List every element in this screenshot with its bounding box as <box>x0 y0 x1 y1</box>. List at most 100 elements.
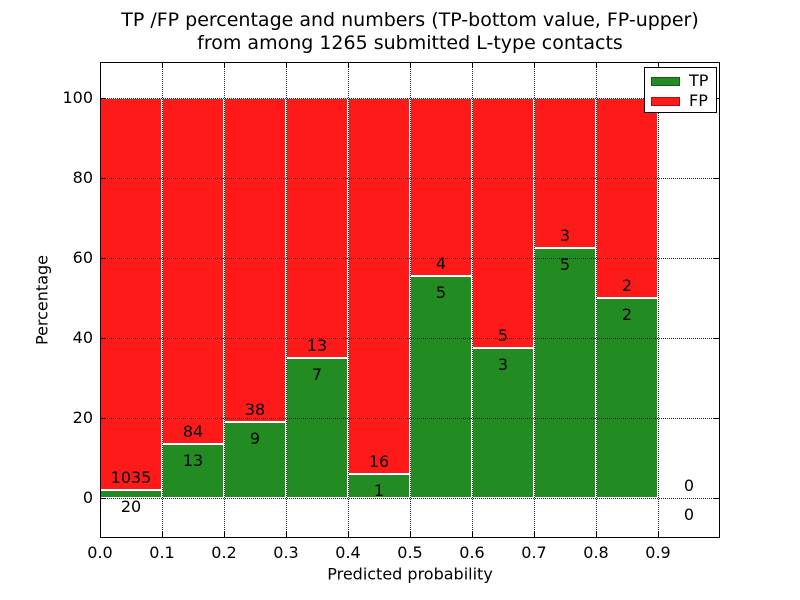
x-tick-label: 0.1 <box>149 543 175 562</box>
legend-label-fp: FP <box>689 91 708 110</box>
y-tick-label: 0 <box>82 488 93 507</box>
x-gridline <box>410 62 411 538</box>
bar-segment-fp <box>100 98 162 491</box>
bar-segment-fp <box>534 98 596 248</box>
x-gridline <box>286 62 287 538</box>
x-tick-label: 0.6 <box>459 543 485 562</box>
tp-count-label: 2 <box>621 305 633 324</box>
x-tick-top <box>348 62 350 68</box>
x-tick-label: 0.4 <box>335 543 361 562</box>
y-tick-right <box>714 98 720 100</box>
x-tick-label: 0.0 <box>87 543 113 562</box>
x-tick-bottom <box>534 532 536 538</box>
x-tick-top <box>162 62 164 68</box>
x-tick-bottom <box>410 532 412 538</box>
y-tick-right <box>714 418 720 420</box>
fp-count-label: 16 <box>368 452 390 472</box>
x-tick-top <box>286 62 288 68</box>
bar-segment-tp <box>596 298 658 498</box>
y-tick-label: 60 <box>72 248 93 267</box>
tp-count-label: 9 <box>249 428 261 448</box>
x-gridline <box>534 62 535 538</box>
fp-count-label: 38 <box>244 399 266 419</box>
x-tick-label: 0.7 <box>521 543 547 562</box>
fp-count-label: 13 <box>306 336 328 355</box>
chart-title-line-1: TP /FP percentage and numbers (TP-bottom… <box>121 9 699 31</box>
x-gridline <box>224 62 225 538</box>
tp-count-label: 3 <box>497 355 509 374</box>
y-tick-label: 100 <box>62 88 93 107</box>
fp-count-label: 0 <box>683 476 695 495</box>
x-gridline <box>596 62 597 538</box>
bar-segment-fp <box>162 98 224 445</box>
fp-count-label: 4 <box>435 253 447 273</box>
x-tick-label: 0.5 <box>397 543 423 562</box>
y-tick-right <box>714 258 720 260</box>
bar-segment-tp <box>286 358 348 498</box>
legend-label-tp: TP <box>689 71 709 90</box>
y-tick-left <box>100 258 106 260</box>
x-tick-bottom <box>596 532 598 538</box>
x-tick-bottom <box>162 532 164 538</box>
tp-count-label: 5 <box>435 282 447 302</box>
tp-count-label: 7 <box>311 365 323 384</box>
legend-swatch-fp <box>651 96 680 106</box>
bar-segment-fp <box>410 98 472 276</box>
x-gridline <box>472 62 473 538</box>
bar-segment-tp <box>224 421 286 498</box>
fp-count-label: 1035 <box>110 468 152 488</box>
x-tick-top <box>534 62 536 68</box>
y-tick-label: 80 <box>72 168 93 187</box>
fp-count-label: 2 <box>621 276 633 295</box>
chart-title-line-2: from among 1265 submitted L-type contact… <box>197 32 623 54</box>
bar-segment-fp <box>348 98 410 475</box>
tp-count-label: 5 <box>559 255 571 274</box>
bar-segment-tp <box>410 275 472 498</box>
x-tick-top <box>224 62 226 68</box>
y-tick-right <box>714 338 720 340</box>
y-tick-label: 20 <box>72 408 93 427</box>
x-tick-top <box>658 62 660 68</box>
x-axis-label: Predicted probability <box>327 564 493 584</box>
y-tick-left <box>100 498 106 500</box>
x-tick-top <box>596 62 598 68</box>
x-tick-label: 0.9 <box>645 543 671 562</box>
x-tick-label: 0.3 <box>273 543 299 562</box>
bar-segment-fp <box>596 98 658 298</box>
tp-count-label: 0 <box>683 505 695 524</box>
chart-title: TP /FP percentage and numbers (TP-bottom… <box>100 9 720 55</box>
y-tick-left <box>100 418 106 420</box>
x-gridline <box>348 62 349 538</box>
tp-count-label: 20 <box>120 497 142 517</box>
bar-segment-fp <box>472 98 534 348</box>
x-tick-label: 0.8 <box>583 543 609 562</box>
y-tick-right <box>714 178 720 180</box>
fp-count-label: 5 <box>497 326 509 345</box>
x-tick-bottom <box>348 532 350 538</box>
bar-segment-tp <box>472 348 534 498</box>
y-tick-right <box>714 498 720 500</box>
x-tick-top <box>472 62 474 68</box>
x-tick-top <box>410 62 412 68</box>
fp-count-label: 3 <box>559 226 571 245</box>
tp-count-label: 1 <box>373 481 385 501</box>
bar-segment-fp <box>286 98 348 358</box>
y-tick-label: 40 <box>72 328 93 347</box>
legend-swatch-tp <box>651 76 680 86</box>
bar-segment-tp <box>162 444 224 498</box>
y-tick-left <box>100 178 106 180</box>
x-gridline <box>658 62 659 538</box>
x-gridline <box>162 62 163 538</box>
y-tick-left <box>100 98 106 100</box>
x-tick-bottom <box>658 532 660 538</box>
y-tick-left <box>100 338 106 340</box>
legend-entry-tp: TP <box>645 71 716 91</box>
x-tick-bottom <box>286 532 288 538</box>
x-tick-bottom <box>472 532 474 538</box>
legend: TP FP <box>644 67 717 113</box>
tp-count-label: 13 <box>182 451 204 471</box>
plot-area: TP FP 1035 20 84 13 38 9 13 7 16 1 4 5 5 3 3 5 2 2 0 0 <box>100 62 720 538</box>
x-tick-label: 0.2 <box>211 543 237 562</box>
legend-entry-fp: FP <box>645 91 716 111</box>
